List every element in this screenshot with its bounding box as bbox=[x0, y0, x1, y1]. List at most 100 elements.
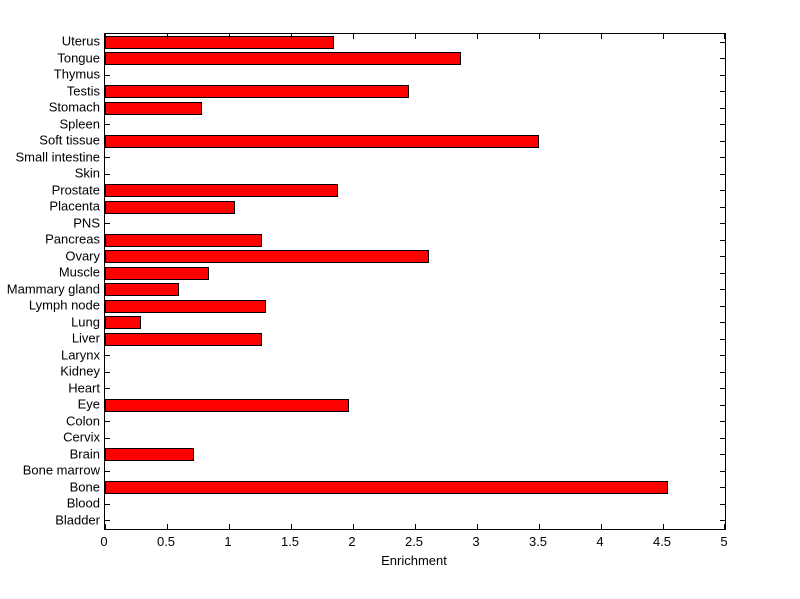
x-tick-label: 2.5 bbox=[404, 534, 424, 549]
y-tick-mark-left bbox=[105, 74, 110, 76]
y-tick-mark-right bbox=[720, 305, 725, 307]
y-tick-label: Lung bbox=[71, 314, 100, 330]
bar bbox=[105, 233, 263, 247]
y-tick-mark-right bbox=[720, 338, 725, 340]
y-tick-mark-right bbox=[720, 74, 725, 76]
y-tick-mark-right bbox=[720, 58, 725, 60]
x-tick-label: 4.5 bbox=[652, 534, 672, 549]
x-tick-mark-top bbox=[228, 34, 230, 39]
y-tick-mark-left bbox=[105, 437, 110, 439]
bar bbox=[105, 200, 236, 214]
y-tick-mark-right bbox=[720, 503, 725, 505]
y-tick-mark-right bbox=[720, 322, 725, 324]
y-tick-label: Testis bbox=[66, 83, 100, 99]
y-tick-mark-right bbox=[720, 190, 725, 192]
y-tick-mark-right bbox=[720, 355, 725, 357]
y-tick-mark-right bbox=[720, 223, 725, 225]
x-tick-mark-bottom bbox=[724, 524, 725, 529]
y-tick-label: Placenta bbox=[49, 198, 100, 214]
bar bbox=[105, 250, 429, 264]
x-axis-label: Enrichment bbox=[381, 553, 447, 568]
x-tick-mark-bottom bbox=[228, 524, 230, 529]
x-tick-mark-bottom bbox=[105, 524, 106, 529]
y-tick-mark-left bbox=[105, 173, 110, 175]
x-tick-mark-bottom bbox=[662, 524, 664, 529]
y-tick-mark-right bbox=[720, 239, 725, 241]
y-tick-label: Brain bbox=[69, 446, 100, 462]
x-tick-label: 3 bbox=[472, 534, 480, 549]
y-tick-mark-right bbox=[720, 487, 725, 489]
y-tick-label: Small intestine bbox=[15, 149, 100, 165]
y-tick-mark-left bbox=[105, 124, 110, 126]
y-tick-label: Bone bbox=[69, 479, 100, 495]
y-tick-mark-left bbox=[105, 520, 110, 522]
x-tick-mark-bottom bbox=[352, 524, 354, 529]
y-tick-label: Larynx bbox=[60, 347, 100, 363]
x-tick-label: 1.5 bbox=[280, 534, 300, 549]
x-tick-label: 5 bbox=[720, 534, 728, 549]
bar bbox=[105, 52, 461, 66]
y-tick-mark-right bbox=[720, 454, 725, 456]
y-tick-label: Bone marrow bbox=[22, 462, 100, 478]
y-tick-label: Lymph node bbox=[28, 297, 100, 313]
y-tick-label: Liver bbox=[71, 330, 100, 346]
y-tick-mark-right bbox=[720, 404, 725, 406]
x-tick-mark-top bbox=[166, 34, 168, 39]
y-tick-label: Ovary bbox=[65, 248, 100, 264]
y-tick-mark-right bbox=[720, 157, 725, 159]
x-tick-mark-bottom bbox=[476, 524, 478, 529]
y-tick-mark-right bbox=[720, 107, 725, 109]
y-tick-mark-right bbox=[720, 388, 725, 390]
x-tick-mark-bottom bbox=[538, 524, 540, 529]
x-tick-label: 2 bbox=[348, 534, 356, 549]
y-tick-mark-left bbox=[105, 157, 110, 159]
x-tick-mark-top bbox=[538, 34, 540, 39]
y-tick-mark-right bbox=[720, 437, 725, 439]
bar bbox=[105, 266, 210, 280]
x-tick-mark-bottom bbox=[290, 524, 292, 529]
x-tick-mark-top bbox=[662, 34, 664, 39]
bar bbox=[105, 299, 267, 313]
x-tick-label: 1 bbox=[224, 534, 232, 549]
x-tick-mark-top bbox=[105, 34, 106, 39]
y-tick-mark-left bbox=[105, 388, 110, 390]
x-tick-mark-bottom bbox=[414, 524, 416, 529]
y-tick-mark-right bbox=[720, 520, 725, 522]
x-tick-mark-top bbox=[414, 34, 416, 39]
x-tick-mark-top bbox=[476, 34, 478, 39]
x-tick-label: 3.5 bbox=[528, 534, 548, 549]
y-tick-mark-right bbox=[720, 124, 725, 126]
y-tick-mark-right bbox=[720, 272, 725, 274]
y-tick-label: Blood bbox=[66, 495, 100, 511]
y-tick-mark-right bbox=[720, 91, 725, 93]
x-tick-mark-bottom bbox=[166, 524, 168, 529]
bar bbox=[105, 101, 202, 115]
y-tick-label: Bladder bbox=[55, 512, 100, 528]
y-tick-label: Cervix bbox=[63, 429, 100, 445]
y-tick-label: Prostate bbox=[51, 182, 100, 198]
y-tick-label: Eye bbox=[77, 396, 100, 412]
x-tick-mark-top bbox=[724, 34, 725, 39]
bar bbox=[105, 35, 335, 49]
y-tick-label: Spleen bbox=[59, 116, 100, 132]
bar bbox=[105, 398, 350, 412]
y-tick-label: Muscle bbox=[58, 264, 100, 280]
y-tick-label: Colon bbox=[66, 413, 100, 429]
y-tick-label: Mammary gland bbox=[6, 281, 100, 297]
y-tick-label: Tongue bbox=[57, 50, 100, 66]
y-tick-label: Kidney bbox=[60, 363, 100, 379]
y-tick-mark-left bbox=[105, 355, 110, 357]
x-tick-mark-top bbox=[352, 34, 354, 39]
y-tick-mark-right bbox=[720, 470, 725, 472]
y-tick-label: Thymus bbox=[53, 66, 100, 82]
plot-area bbox=[104, 33, 726, 530]
y-tick-mark-left bbox=[105, 371, 110, 373]
y-tick-mark-right bbox=[720, 140, 725, 142]
y-tick-label: Soft tissue bbox=[39, 132, 100, 148]
y-tick-mark-right bbox=[720, 41, 725, 43]
y-tick-label: Pancreas bbox=[45, 231, 100, 247]
y-tick-mark-left bbox=[105, 223, 110, 225]
y-tick-mark-right bbox=[720, 173, 725, 175]
bar bbox=[105, 448, 195, 462]
x-tick-label: 4 bbox=[596, 534, 604, 549]
